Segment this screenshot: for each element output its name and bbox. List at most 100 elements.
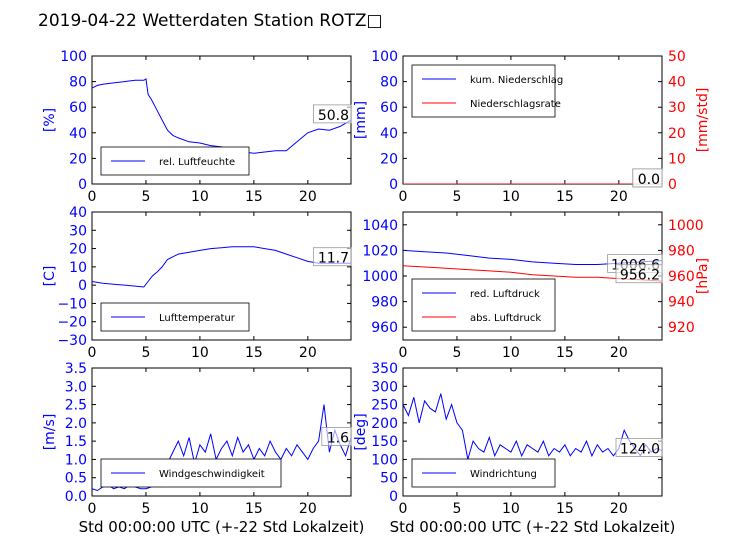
legend: red. Luftdruck abs. Luftdruck <box>411 278 556 332</box>
y-tick-label: 0 <box>389 489 398 505</box>
x-tick-label: 5 <box>141 345 150 361</box>
legend-label: abs. Luftdruck <box>470 313 541 324</box>
x-tick-label: 20 <box>299 501 317 517</box>
annotation-box <box>615 264 663 284</box>
y-right-axis-label: [hPa] <box>695 258 711 294</box>
x-tick-label: 15 <box>245 189 263 205</box>
x-tick-label: 5 <box>452 501 461 517</box>
y-axis-label: [C] <box>42 266 58 287</box>
y-tick-label: 40 <box>380 126 398 142</box>
panel-4: 0 5 10 15 20 960 980 1000 1020 1040 920 940 960 980 10… <box>362 211 711 361</box>
x-tick-label: 5 <box>452 189 461 205</box>
y-tick-label: 0 <box>78 177 87 193</box>
y-right-tick-label: 0 <box>668 177 677 193</box>
y-tick-label: 20 <box>69 242 87 258</box>
annotation-box <box>321 427 352 446</box>
y-tick-label: 300 <box>371 379 398 395</box>
y-tick-label: 0 <box>389 177 398 193</box>
x-tick-label: 15 <box>245 345 263 361</box>
legend: rel. Luftfeuchte <box>100 146 250 176</box>
annotation-box <box>312 104 352 124</box>
x-tick-label: 15 <box>245 501 263 517</box>
legend: Windgeschwindigkeit <box>100 458 282 488</box>
annotation-box <box>312 247 352 267</box>
y-tick-label: 200 <box>371 416 398 432</box>
y-tick-label: 40 <box>69 126 87 142</box>
x-tick-label: 10 <box>502 189 520 205</box>
y-tick-label: 50 <box>380 471 398 487</box>
y-tick-label: 350 <box>371 361 398 377</box>
y-right-tick-label: 30 <box>668 100 686 116</box>
panel-5: 0 5 10 15 20 0.0 0.5 1.0 1.5 2.0 2.5 3.0 3.5 [m/s] Std… <box>42 361 364 536</box>
y-tick-label: −20 <box>57 315 87 331</box>
x-tick-label: 0 <box>88 345 97 361</box>
y-tick-label: 0.5 <box>65 471 87 487</box>
y-tick-label: −30 <box>57 333 87 349</box>
value-annotation: 1.6 <box>327 430 349 446</box>
annotation-box <box>632 168 663 188</box>
y-tick-label: 60 <box>69 100 87 116</box>
x-tick-label: 0 <box>399 189 408 205</box>
y-tick-label: 10 <box>69 260 87 276</box>
x-tick-label: 20 <box>610 189 628 205</box>
y-tick-label: 80 <box>69 75 87 91</box>
x-tick-label: 10 <box>191 345 209 361</box>
y-right-tick-label: 980 <box>668 243 695 259</box>
value-annotation: 956.2 <box>620 268 660 284</box>
y-tick-label: 40 <box>69 205 87 221</box>
value-annotation: 0.0 <box>638 172 660 188</box>
y-tick-label: −10 <box>57 296 87 312</box>
series-line <box>92 246 351 288</box>
y-tick-label: 80 <box>380 75 398 91</box>
x-tick-label: 20 <box>299 189 317 205</box>
x-tick-label: 0 <box>399 501 408 517</box>
x-tick-label: 20 <box>299 345 317 361</box>
legend: Windrichtung <box>411 458 556 488</box>
y-tick-label: 20 <box>69 151 87 167</box>
x-tick-label: 15 <box>556 345 574 361</box>
x-tick-label: 10 <box>191 189 209 205</box>
y-right-tick-label: 40 <box>668 75 686 91</box>
y-right-tick-label: 10 <box>668 151 686 167</box>
page-title: 2019-04-22 Wetterdaten Station ROTZ□ <box>38 11 383 31</box>
legend-frame <box>411 64 556 118</box>
y-right-tick-label: 1000 <box>668 218 704 234</box>
y-axis-label: [m/s] <box>42 414 58 451</box>
x-axis-label: Std 00:00:00 UTC (+-22 Std Lokalzeit) <box>79 518 365 536</box>
y-right-tick-label: 920 <box>668 320 695 336</box>
y-axis-label: [deg] <box>353 413 369 450</box>
legend-label: Windrichtung <box>470 469 537 480</box>
x-tick-label: 20 <box>610 501 628 517</box>
y-axis-label: [mm] <box>353 101 369 139</box>
x-tick-label: 10 <box>502 345 520 361</box>
x-tick-label: 15 <box>556 501 574 517</box>
y-tick-label: 1.0 <box>65 452 87 468</box>
legend-frame <box>100 302 250 332</box>
y-tick-label: 250 <box>371 398 398 414</box>
plot-frame <box>91 211 352 341</box>
x-tick-label: 5 <box>452 345 461 361</box>
x-tick-label: 5 <box>141 189 150 205</box>
plot-frame <box>402 367 663 497</box>
y-tick-label: 100 <box>371 49 398 65</box>
x-tick-label: 20 <box>610 345 628 361</box>
value-annotation: 50.8 <box>318 108 349 124</box>
x-tick-label: 0 <box>88 189 97 205</box>
legend-frame <box>411 278 556 332</box>
x-axis-label: Std 00:00:00 UTC (+-22 Std Lokalzeit) <box>390 518 676 536</box>
legend-label: Niederschlagsrate <box>470 99 561 110</box>
annotation-box <box>615 438 663 457</box>
y-tick-label: 30 <box>69 223 87 239</box>
legend-label: kum. Niederschlag <box>470 75 563 86</box>
x-tick-label: 0 <box>399 345 408 361</box>
y-tick-label: 960 <box>371 320 398 336</box>
legend: Lufttemperatur <box>100 302 250 332</box>
y-tick-label: 0 <box>78 278 87 294</box>
panel-2: 0 5 10 15 20 0 20 40 60 80 100 0 10 20 30 40 50 [mm] [mm/s… <box>353 49 711 205</box>
panel-1: 0 5 10 15 20 0 20 40 60 80 100 [%] 50.8 rel. Luftfeuc… <box>42 49 352 205</box>
x-tick-label: 0 <box>88 501 97 517</box>
y-tick-label: 0.0 <box>65 489 87 505</box>
